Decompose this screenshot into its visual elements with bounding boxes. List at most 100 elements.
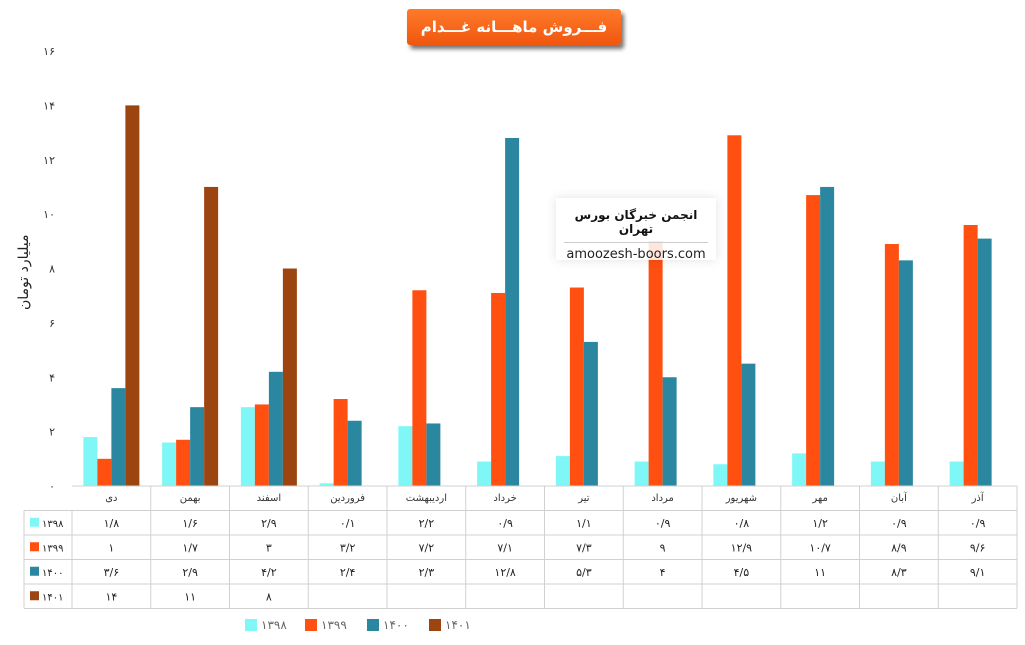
table-value: ۳/۶ (104, 566, 120, 579)
bar (254, 404, 269, 486)
table-value: ۰/۹ (655, 517, 671, 530)
table-value: ۸/۳ (891, 566, 907, 579)
table-value: ۱۲/۸ (494, 566, 516, 579)
table-value: ۷/۱ (497, 541, 513, 554)
legend-label: ۱۳۹۹ (321, 618, 347, 632)
legend-swatch (367, 619, 379, 631)
bar (412, 290, 427, 486)
bar (870, 461, 885, 486)
table-value: ۴/۲ (261, 566, 277, 579)
y-tick-label: ۰ (49, 480, 55, 493)
y-tick-label: ۱۲ (43, 154, 55, 167)
table-value: ۳ (266, 541, 272, 554)
bar (83, 437, 98, 486)
table-value: ۱/۲ (812, 517, 828, 530)
table-value: ۱/۱ (576, 517, 592, 530)
chart-title: فـــروش ماهـــانه غـــدام (407, 9, 621, 45)
bar (125, 105, 140, 486)
legend-label: ۱۴۰۱ (445, 618, 471, 632)
table-value: ۴/۵ (734, 566, 750, 579)
bar (555, 456, 570, 486)
table-value: ۹/۶ (970, 541, 986, 554)
table-value: ۱۱ (814, 566, 826, 579)
table-value: ۰/۹ (970, 517, 986, 530)
table-value: ۲/۲ (419, 517, 435, 530)
category-label: آبان (891, 491, 908, 504)
category-label: اسفند (257, 493, 281, 504)
bar (634, 461, 649, 486)
table-value: ۵/۳ (576, 566, 592, 579)
table-value: ۸/۹ (891, 541, 907, 554)
bar (977, 238, 992, 486)
table-value: ۴ (660, 566, 666, 579)
table-value: ۰/۱ (340, 517, 356, 530)
bar (662, 377, 677, 486)
bar (97, 458, 112, 486)
watermark: انجمن خبرگان بورس تهران amoozesh-boors.c… (556, 198, 716, 262)
y-tick-label: ۱۰ (43, 208, 55, 221)
legend-swatch (429, 619, 441, 631)
bar (282, 268, 297, 486)
table-value: ۱/۷ (182, 541, 198, 554)
bar (648, 241, 663, 486)
bar (477, 461, 492, 486)
table-value: ۰/۹ (891, 517, 907, 530)
bar (583, 341, 598, 486)
bar (426, 423, 441, 486)
table-series-name: ۱۴۰۱ (42, 592, 63, 603)
table-value: ۰/۹ (497, 517, 513, 530)
bar (884, 244, 899, 486)
bar (333, 399, 348, 486)
table-value: ۹/۱ (970, 566, 986, 579)
table-legend-key (30, 591, 39, 601)
table-value: ۱۰/۷ (809, 541, 831, 554)
category-label: شهریور (725, 493, 757, 504)
table-value: ۱ (108, 541, 114, 554)
table-series-name: ۱۴۰۰ (42, 568, 63, 579)
y-tick-label: ۸ (49, 263, 55, 276)
category-label: آذر (971, 491, 985, 504)
table-value: ۱/۶ (182, 517, 198, 530)
bar (792, 453, 807, 486)
bar (806, 195, 821, 486)
watermark-divider (564, 242, 708, 243)
table-value: ۲/۹ (261, 517, 277, 530)
y-tick-label: ۴ (49, 371, 55, 384)
watermark-url: amoozesh-boors.com (566, 247, 706, 262)
bar (713, 464, 728, 486)
bar (820, 186, 835, 486)
y-tick-label: ۱۴ (43, 99, 55, 112)
legend-swatch (305, 619, 317, 631)
bar (898, 260, 913, 486)
category-label: مرداد (651, 493, 674, 504)
table-series-name: ۱۳۹۹ (42, 543, 63, 554)
bar (204, 186, 219, 486)
watermark-org: انجمن خبرگان بورس تهران (574, 208, 698, 236)
y-tick-label: ۱۶ (43, 45, 55, 58)
category-label: اردیبهشت (406, 493, 447, 504)
table-value: ۸ (266, 590, 272, 603)
bar (569, 287, 584, 486)
category-label: بهمن (180, 493, 201, 504)
table-series-name: ۱۳۹۸ (42, 519, 64, 530)
category-label: فروردین (330, 493, 365, 504)
table-value: ۱۴ (105, 590, 117, 603)
table-value: ۷/۳ (576, 541, 592, 554)
bar (727, 135, 742, 486)
bar (347, 420, 362, 486)
legend-label: ۱۳۹۸ (261, 618, 287, 632)
bar (963, 225, 978, 486)
legend-label: ۱۴۰۰ (383, 618, 409, 632)
table-value: ۱۱ (184, 590, 196, 603)
bar (398, 426, 413, 486)
table-value: ۱۲/۹ (731, 541, 753, 554)
table-value: ۲/۴ (340, 566, 356, 579)
category-label: مهر (811, 493, 827, 504)
table-value: ۲/۳ (419, 566, 435, 579)
table-value: ۳/۲ (340, 541, 356, 554)
bar (268, 371, 283, 486)
y-tick-label: ۶ (49, 317, 55, 330)
table-value: ۰/۸ (734, 517, 750, 530)
bar (319, 483, 334, 486)
